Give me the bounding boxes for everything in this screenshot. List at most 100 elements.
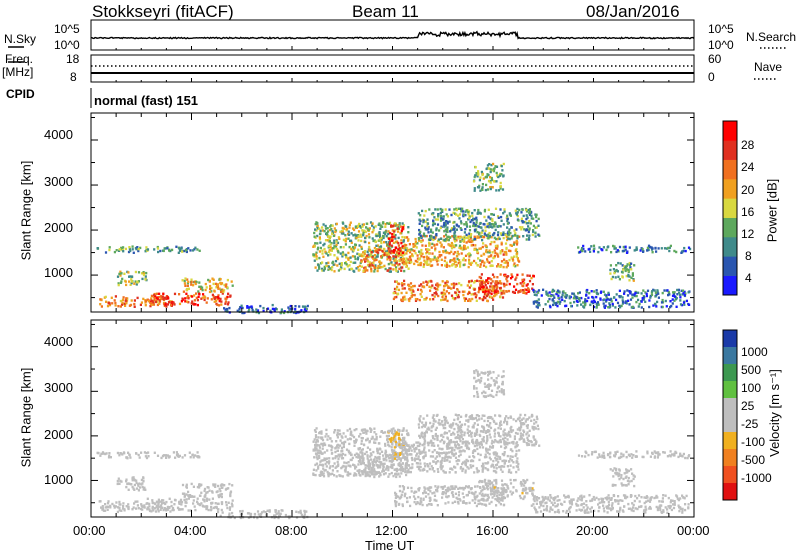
velocity-cell	[427, 465, 430, 468]
velocity-cell	[133, 483, 136, 487]
power-cell	[187, 280, 190, 284]
power-cell	[581, 249, 584, 253]
power-cell	[441, 295, 444, 299]
power-cell	[363, 258, 366, 261]
velocity-cell	[342, 443, 345, 446]
velocity-cell	[503, 419, 506, 422]
power-cell	[635, 248, 638, 251]
velocity-cell	[138, 482, 141, 485]
velocity-cell	[467, 447, 471, 451]
power-cell	[345, 237, 348, 241]
power-cell	[401, 222, 404, 225]
velocity-cell	[533, 418, 536, 422]
velocity-cell	[459, 453, 462, 456]
power-cell	[514, 278, 517, 281]
power-cell	[404, 259, 407, 263]
velocity-cell	[384, 449, 387, 452]
velocity-cell	[196, 485, 199, 489]
velocity-cell	[397, 433, 400, 436]
power-cell	[437, 239, 440, 243]
power-cell	[392, 233, 395, 236]
velocity-cell	[500, 493, 503, 497]
power-cell	[363, 270, 366, 273]
velocity-cell	[369, 458, 373, 461]
velocity-cell	[131, 508, 134, 511]
power-cell	[350, 232, 353, 235]
velocity-cell	[418, 459, 421, 462]
velocity-cell	[441, 447, 444, 451]
velocity-cell	[495, 440, 498, 443]
velocity-cell	[489, 493, 492, 496]
power-cell	[367, 253, 370, 256]
velocity-cell	[447, 451, 450, 454]
velocity-cell	[327, 474, 330, 477]
power-cell	[154, 300, 157, 304]
power-cell	[439, 211, 442, 215]
velocity-cell	[369, 455, 372, 458]
velocity-cell	[150, 510, 153, 513]
velocity-cell	[466, 494, 469, 497]
power-cell	[472, 224, 475, 228]
power-cell	[476, 224, 479, 228]
power-cell	[372, 239, 375, 243]
velocity-cell	[516, 428, 519, 431]
power-cell	[527, 221, 530, 225]
velocity-cell	[426, 470, 429, 473]
velocity-cell	[487, 416, 491, 419]
power-cell	[120, 246, 123, 250]
power-cell	[490, 292, 493, 296]
power-cell	[408, 287, 411, 291]
power-cell	[326, 233, 329, 237]
power-cell	[497, 236, 500, 239]
power-cell	[140, 272, 144, 275]
power-cell	[494, 280, 497, 283]
velocity-cell	[361, 459, 364, 462]
velocity-cell	[166, 454, 169, 457]
power-cell	[342, 232, 345, 235]
velocity-cell	[419, 465, 422, 469]
velocity-cell	[336, 449, 339, 452]
power-cell	[488, 291, 491, 294]
power-cell	[500, 282, 503, 285]
velocity-cell	[516, 457, 519, 460]
power-cell	[193, 280, 196, 284]
power-cell	[444, 292, 447, 296]
velocity-cell	[442, 492, 445, 496]
velocity-cell	[382, 469, 385, 473]
power-cell	[495, 189, 498, 192]
power-cell	[642, 250, 645, 253]
power-cell	[401, 228, 404, 231]
power-cell	[534, 213, 537, 216]
velocity-cell	[391, 431, 394, 434]
velocity-cell	[416, 452, 419, 455]
power-cell	[334, 245, 338, 248]
velocity-cell	[443, 457, 446, 460]
velocity-cell	[176, 506, 180, 509]
velocity-cell	[524, 420, 527, 423]
power-cell	[393, 249, 396, 252]
power-cell	[313, 259, 316, 262]
power-cell	[446, 228, 449, 231]
velocity-cell	[388, 459, 391, 463]
velocity-cell	[322, 467, 325, 470]
velocity-cell	[453, 449, 456, 452]
power-cell	[386, 269, 389, 272]
power-cell	[111, 302, 114, 305]
velocity-cell	[440, 467, 443, 471]
power-cell	[491, 178, 494, 182]
power-cell	[333, 245, 336, 248]
velocity-cell	[475, 440, 478, 443]
power-cell	[426, 225, 429, 228]
power-cell	[328, 228, 332, 232]
velocity-cell	[512, 418, 515, 421]
power-cell	[357, 248, 360, 251]
power-cell	[437, 213, 440, 216]
velocity-cell	[417, 457, 420, 461]
velocity-cell	[402, 442, 405, 445]
velocity-cell	[497, 434, 501, 437]
power-cell	[118, 249, 121, 252]
power-cell	[368, 248, 371, 251]
power-cell	[432, 212, 435, 215]
velocity-cell	[387, 434, 390, 438]
power-cell	[505, 275, 508, 279]
